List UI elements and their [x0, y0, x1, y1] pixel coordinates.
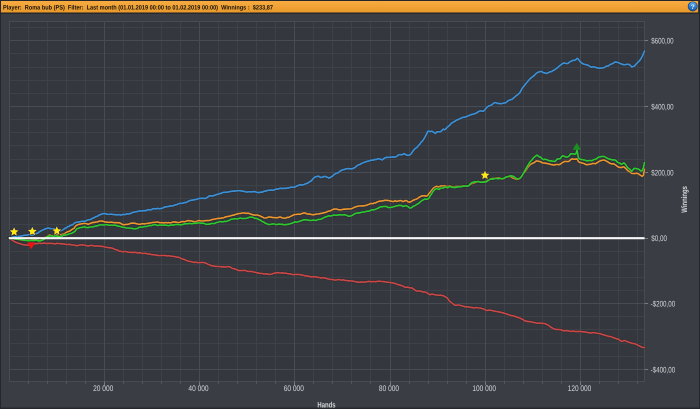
svg-text:120 000: 120 000	[568, 384, 592, 393]
svg-text:$0,00: $0,00	[651, 234, 667, 243]
svg-text:80 000: 80 000	[379, 384, 400, 393]
svg-text:$600,00: $600,00	[651, 36, 674, 45]
svg-text:$400,00: $400,00	[651, 102, 674, 111]
svg-text:-$400,00: -$400,00	[651, 365, 676, 374]
svg-text:100 000: 100 000	[472, 384, 496, 393]
svg-text:?: ?	[691, 4, 695, 11]
svg-text:Player: Roma bub (PS) Filter: Player: Roma bub (PS) Filter: Last month…	[3, 4, 273, 11]
svg-text:$200,00: $200,00	[651, 168, 674, 177]
svg-text:60 000: 60 000	[284, 384, 305, 393]
svg-text:Winnings: Winnings	[680, 186, 689, 213]
svg-text:-$200,00: -$200,00	[651, 299, 676, 308]
svg-text:40 000: 40 000	[188, 384, 209, 393]
svg-text:20 000: 20 000	[93, 384, 114, 393]
svg-text:Hands: Hands	[317, 400, 336, 409]
